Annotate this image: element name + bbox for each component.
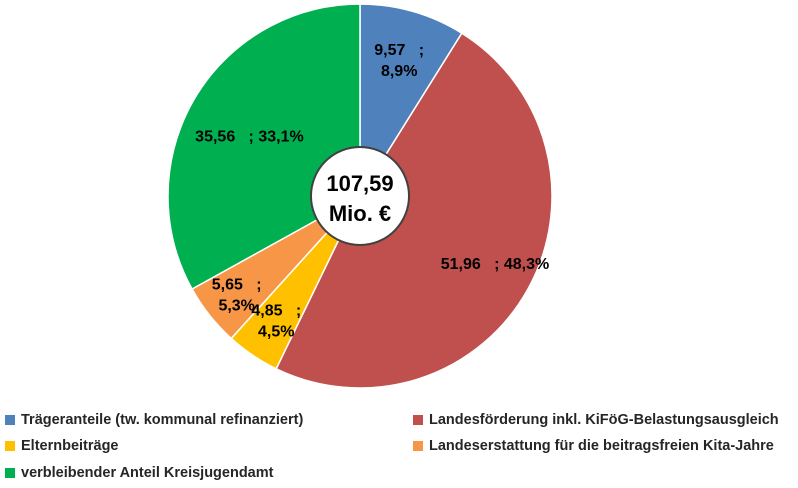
legend-swatch (5, 415, 15, 425)
legend-swatch (5, 441, 15, 451)
legend-label: Elternbeiträge (21, 438, 119, 454)
center-badge: 107,59 Mio. € (310, 146, 410, 246)
legend-swatch (413, 441, 423, 451)
legend-item-elternbeitraege: Elternbeiträge (5, 438, 119, 454)
slice-label-3: 5,65 ; 5,3% (212, 276, 262, 314)
slice-labels: 9,57 ; 8,9% 51,96 ; 48,3% 4,85 ; 4,5%5,65 ; 5… (195, 42, 549, 341)
slice-label-4: 35,56 ; 33,1% (195, 129, 304, 146)
legend-swatch (413, 415, 423, 425)
legend-swatch (5, 468, 15, 478)
pie-chart: 9,57 ; 8,9% 51,96 ; 48,3% 4,85 ; 4,5%5,65 ; 5… (167, 3, 553, 389)
legend-item-landesfoerderung: Landesförderung inkl. KiFöG-Belastungsau… (413, 412, 779, 428)
legend-item-traegeranteile: Trägeranteile (tw. kommunal refinanziert… (5, 412, 303, 428)
slice-label-0: 9,57 ; 8,9% (374, 42, 424, 80)
center-label-line-1: 107,59 (326, 171, 393, 196)
center-label-line-2: Mio. € (329, 201, 391, 226)
pie-slice-1 (275, 32, 553, 389)
legend-label: Trägeranteile (tw. kommunal refinanziert… (21, 412, 304, 428)
legend-item-landeserstattung: Landeserstattung für die beitragsfreien … (413, 438, 774, 454)
legend-label: verbleibender Anteil Kreisjugendamt (21, 465, 274, 481)
pie-slices (167, 3, 553, 389)
slice-label-1: 51,96 ; 48,3% (441, 256, 550, 273)
pie-slice-4 (167, 3, 361, 291)
legend-label: Landesförderung inkl. KiFöG-Belastungsau… (429, 412, 779, 428)
legend-label: Landeserstattung für die beitragsfreien … (429, 438, 774, 454)
pie-slice-0 (359, 3, 463, 199)
slice-label-2: 4,85 ; 4,5% (251, 303, 301, 341)
legend-item-kreisjugendamt: verbleibender Anteil Kreisjugendamt (5, 465, 273, 481)
center-circle (310, 146, 410, 246)
